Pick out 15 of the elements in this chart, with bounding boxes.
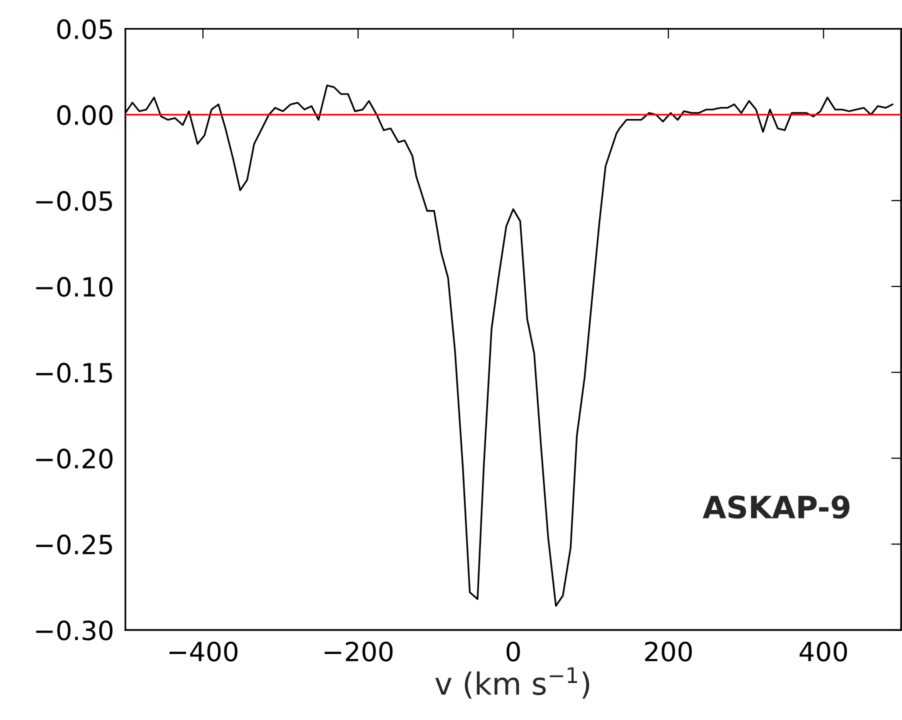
x-tick-label: 0 (506, 642, 520, 662)
y-tick-label: −0.30 (36, 620, 113, 640)
x-axis-title: v (km s$^{−1}$) (435, 667, 590, 699)
y-tick-label: −0.25 (36, 534, 112, 555)
y-tick-label: −0.05 (36, 191, 112, 211)
x-tick-label: −400 (170, 642, 238, 662)
x-tick-label: 200 (645, 642, 692, 662)
x-tick-label: 400 (800, 642, 847, 662)
y-tick-label: −0.15 (36, 362, 112, 383)
y-tick-label: 0.00 (57, 105, 113, 126)
y-tick-label: 0.05 (57, 19, 112, 40)
y-tick-label: −0.10 (36, 276, 113, 297)
y-tick-label: −0.20 (36, 448, 113, 469)
annotation: ASKAP-9 (702, 496, 850, 519)
x-tick-label: −200 (324, 642, 393, 662)
